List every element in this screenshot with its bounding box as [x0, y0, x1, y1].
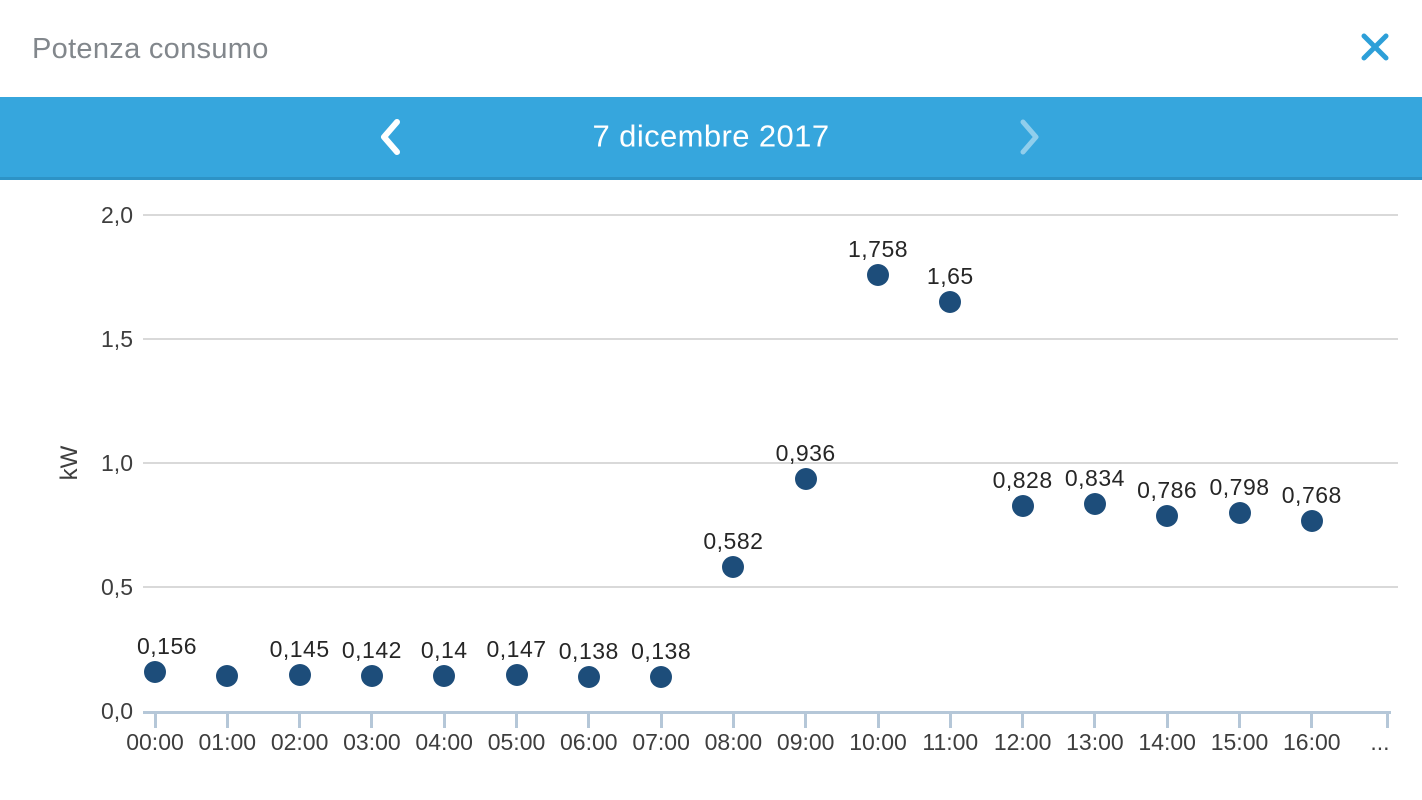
page-title: Potenza consumo [32, 33, 269, 65]
x-axis-tick [515, 711, 518, 728]
data-point-label: 1,758 [847, 236, 909, 263]
x-axis-tick [1310, 711, 1314, 728]
chevron-right-icon [1018, 118, 1042, 156]
x-axis-line [143, 711, 1391, 714]
data-point-label: 1,65 [926, 262, 974, 289]
date-label: 7 dicembre 2017 [592, 118, 830, 154]
x-axis-tick [370, 711, 374, 728]
y-gridline [143, 462, 1398, 464]
y-axis-unit-label: kW [56, 445, 83, 481]
x-axis-tick-label: 13:00 [1066, 729, 1124, 755]
data-point[interactable] [1228, 502, 1251, 525]
data-point-label: 0,14 [420, 637, 468, 664]
data-point[interactable] [1300, 509, 1323, 532]
x-axis-tick-label: 00:00 [126, 729, 184, 755]
x-axis-tick [153, 711, 157, 728]
data-point[interactable] [650, 665, 673, 688]
x-axis-tick-label: 01:00 [198, 729, 257, 755]
y-axis-tick-label: 1,5 [101, 326, 133, 352]
data-point[interactable] [867, 264, 889, 287]
data-point-label: 0,936 [775, 439, 836, 466]
titlebar: Potenza consumo [0, 0, 1422, 97]
data-point[interactable] [794, 467, 817, 490]
y-axis-tick-label: 2,0 [101, 202, 133, 228]
y-gridline [143, 586, 1398, 588]
x-axis-tick [659, 711, 663, 728]
x-axis-tick-label: 15:00 [1210, 729, 1269, 755]
x-axis-tick [1386, 711, 1389, 728]
x-axis-tick [298, 711, 302, 728]
data-point[interactable] [144, 661, 166, 684]
y-axis-tick-label: 0,0 [101, 698, 133, 724]
data-point[interactable] [216, 665, 239, 688]
data-point[interactable] [1083, 493, 1106, 516]
previous-day-button[interactable] [362, 107, 418, 167]
data-point[interactable] [577, 665, 600, 688]
data-point-label: 0,138 [558, 637, 619, 664]
data-point-label: 0,768 [1281, 481, 1342, 508]
x-axis-tick [804, 711, 808, 728]
close-icon [1359, 31, 1391, 63]
y-gridline [143, 214, 1398, 216]
x-axis-tick [225, 711, 229, 728]
x-axis-tick-label: 16:00 [1283, 729, 1341, 755]
x-axis-tick-label: 10:00 [849, 729, 907, 755]
x-axis-tick-label: 08:00 [704, 729, 763, 755]
data-point[interactable] [360, 664, 383, 687]
close-button[interactable] [1344, 16, 1406, 78]
data-point[interactable] [505, 663, 528, 686]
data-point-label: 0,147 [486, 635, 547, 662]
data-point-label: 0,142 [341, 636, 402, 663]
data-point[interactable] [433, 665, 456, 688]
y-axis-tick-label: 1,0 [101, 450, 133, 476]
x-axis-tick-label: 14:00 [1138, 729, 1196, 755]
x-axis-tick-label: 09:00 [776, 729, 835, 755]
x-axis-tick [587, 711, 591, 728]
x-axis-tick-label: 02:00 [270, 729, 329, 755]
data-point[interactable] [722, 555, 745, 578]
x-axis-tick [731, 711, 735, 728]
data-point-label: 0,582 [703, 527, 764, 554]
data-point-label: 0,834 [1064, 465, 1125, 492]
data-point-label: 0,786 [1137, 477, 1198, 504]
x-axis-tick-label: 03:00 [343, 729, 401, 755]
x-axis-tick-label: 07:00 [632, 729, 690, 755]
next-day-button[interactable] [1002, 107, 1058, 167]
x-axis-tick-label: 05:00 [487, 729, 546, 755]
x-axis-tick [442, 711, 446, 728]
data-point[interactable] [1156, 505, 1179, 528]
data-point[interactable] [1011, 494, 1034, 517]
x-axis-tick [1021, 711, 1025, 728]
data-point-label: 0,798 [1209, 474, 1270, 501]
data-point-label: 0,156 [137, 633, 198, 660]
y-gridline [143, 338, 1398, 340]
data-point-label: 0,828 [992, 466, 1053, 493]
x-axis-tick [876, 711, 880, 728]
x-axis-tick-label: 12:00 [993, 729, 1052, 755]
x-axis-tick-label: 11:00 [922, 729, 979, 755]
data-point[interactable] [939, 290, 962, 313]
x-axis-tick [1238, 711, 1241, 728]
x-axis-tick [948, 711, 952, 728]
data-point[interactable] [288, 664, 311, 687]
date-navigation-bar: 7 dicembre 2017 [0, 97, 1422, 180]
x-axis-overflow-label: ... [1370, 729, 1390, 755]
chevron-left-icon [378, 118, 402, 156]
data-point-label: 0,138 [631, 637, 692, 664]
x-axis-tick-label: 04:00 [415, 729, 473, 755]
x-axis-tick [1165, 711, 1169, 728]
power-consumption-chart: 0,0 0,5 1,0 1,5 2,0 kW 00:00 01:00 02:00 03:00 04:… [0, 180, 1422, 800]
x-axis-tick [1093, 711, 1097, 728]
x-axis-tick-label: 06:00 [560, 729, 618, 755]
data-point-label: 0,145 [269, 636, 330, 663]
y-axis-tick-label: 0,5 [101, 574, 133, 600]
